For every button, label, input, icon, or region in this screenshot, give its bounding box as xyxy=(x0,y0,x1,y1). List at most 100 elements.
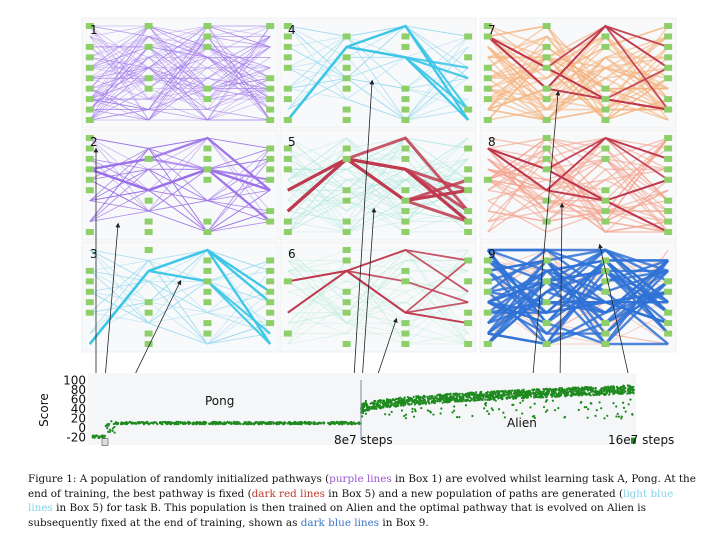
score-point xyxy=(518,393,521,396)
panel-label: 3 xyxy=(90,247,98,261)
pathway-line xyxy=(89,67,271,100)
score-point xyxy=(560,391,564,394)
module-node xyxy=(266,155,275,162)
score-point xyxy=(376,402,379,405)
score-point xyxy=(403,414,406,418)
score-point xyxy=(545,395,548,398)
score-point xyxy=(482,396,485,400)
score-point xyxy=(489,393,492,397)
pathway-line xyxy=(89,88,271,121)
score-point xyxy=(612,402,615,405)
panel-1: 1 xyxy=(81,17,279,129)
score-point xyxy=(208,422,211,425)
score-point xyxy=(378,398,381,402)
score-point xyxy=(516,394,519,398)
score-point xyxy=(283,422,286,425)
module-node xyxy=(266,218,275,225)
score-point xyxy=(147,423,151,426)
pathway-line xyxy=(487,168,669,223)
pathway-line xyxy=(89,147,271,222)
module-node xyxy=(401,197,410,204)
module-node xyxy=(483,176,492,183)
pathway-line xyxy=(89,168,271,223)
module-node xyxy=(401,208,410,215)
score-point xyxy=(527,389,531,392)
score-point xyxy=(201,421,204,424)
score-point xyxy=(605,388,608,391)
pathway-line xyxy=(89,25,271,121)
module-node xyxy=(542,166,551,173)
module-node xyxy=(483,96,492,103)
module-node xyxy=(85,309,94,316)
pathway-line xyxy=(89,46,271,100)
module-node xyxy=(85,278,94,285)
pathway-line xyxy=(89,25,271,58)
score-point xyxy=(562,388,565,391)
pathway-line xyxy=(287,210,469,222)
score-point xyxy=(457,399,460,402)
module-node xyxy=(144,247,153,253)
module-node xyxy=(664,75,673,82)
score-point xyxy=(160,422,163,426)
module-node xyxy=(144,43,153,50)
score-point xyxy=(109,429,112,432)
score-point xyxy=(616,412,619,415)
pathway-line xyxy=(287,249,469,282)
module-node xyxy=(401,341,410,347)
score-point xyxy=(523,392,527,396)
pathway-line xyxy=(89,35,271,110)
score-point xyxy=(318,421,321,425)
score-point xyxy=(570,392,573,395)
pathway-line xyxy=(89,46,271,110)
pathway-line xyxy=(287,137,469,202)
module-node xyxy=(203,176,212,183)
score-point xyxy=(490,407,493,410)
score-point xyxy=(445,395,448,398)
pathway-line xyxy=(89,25,271,121)
score-point xyxy=(394,402,397,405)
score-point xyxy=(440,407,443,410)
score-point xyxy=(399,399,402,403)
module-node xyxy=(85,64,94,71)
score-point xyxy=(420,406,423,410)
module-node xyxy=(601,278,610,285)
score-point xyxy=(558,386,561,390)
score-point xyxy=(572,392,575,395)
score-point xyxy=(177,420,180,424)
score-point xyxy=(510,389,514,392)
module-node xyxy=(542,278,551,285)
module-node xyxy=(203,288,212,295)
pathway-line xyxy=(287,270,469,324)
score-point xyxy=(351,423,354,426)
score-point xyxy=(493,390,496,393)
pathway-line xyxy=(89,25,271,69)
score-point xyxy=(632,388,636,391)
score-point xyxy=(538,394,541,397)
module-node xyxy=(464,341,473,347)
module-node xyxy=(483,85,492,92)
score-point xyxy=(555,392,558,395)
score-point xyxy=(627,403,630,406)
score-point xyxy=(439,399,442,403)
module-node xyxy=(342,85,351,92)
score-point xyxy=(364,412,368,415)
score-point xyxy=(402,404,405,407)
pathway-line xyxy=(89,36,271,121)
pathway-line xyxy=(89,77,271,121)
score-point xyxy=(232,420,236,424)
y-tick-label: 0 xyxy=(78,421,86,435)
module-node xyxy=(266,288,275,295)
score-point xyxy=(620,417,623,420)
module-node xyxy=(401,278,410,285)
score-point xyxy=(564,395,567,398)
module-node xyxy=(542,320,551,327)
module-node xyxy=(283,218,292,225)
score-point xyxy=(454,398,457,401)
score-point xyxy=(391,398,394,401)
module-node xyxy=(144,23,153,29)
score-point xyxy=(606,414,609,417)
score-point xyxy=(595,409,598,412)
score-point xyxy=(390,410,393,413)
score-point xyxy=(104,424,108,428)
